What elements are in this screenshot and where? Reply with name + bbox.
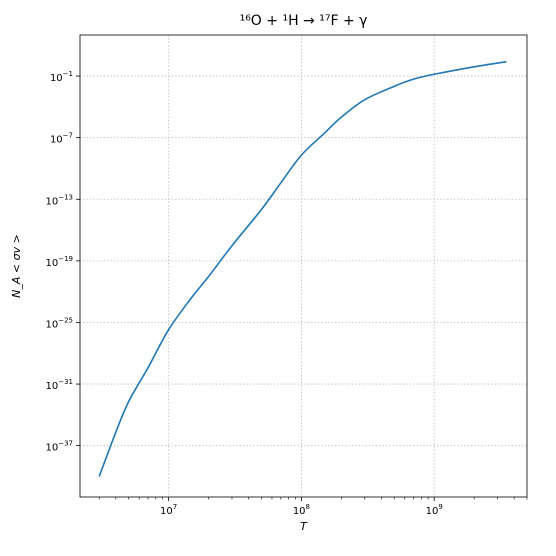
x-tick-label: 109: [426, 503, 443, 517]
series-layer: [98, 60, 507, 477]
grid: [80, 35, 527, 497]
x-axis: 107 108 109: [98, 497, 528, 517]
y-tick-label: 10−1: [50, 70, 73, 84]
y-tick-label: 10−13: [45, 193, 73, 207]
y-axis-label: N_A < σv >: [10, 234, 23, 298]
y-tick-label: 10−7: [50, 132, 73, 146]
y-tick-label: 10−25: [45, 316, 73, 330]
y-tick-label: 10−31: [45, 378, 73, 392]
y-axis: 10−37 10−31 10−25 10−19 10−13 10−7 10−1: [45, 70, 80, 454]
x-tick-label: 107: [160, 503, 177, 517]
series-line: [98, 60, 507, 477]
plot-frame: [79, 34, 528, 498]
x-axis-label: T: [300, 520, 308, 533]
y-tick-label: 10−19: [45, 255, 73, 269]
chart-title: ¹⁶O + ¹H → ¹⁷F + γ: [240, 13, 368, 29]
y-tick-label: 10−37: [45, 440, 73, 454]
x-tick-label: 108: [293, 503, 310, 517]
